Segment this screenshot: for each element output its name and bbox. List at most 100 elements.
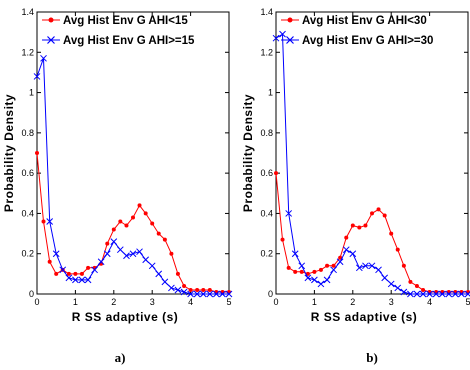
data-point-x [155, 270, 163, 278]
data-point-x [40, 54, 47, 62]
panel-caption: a) [115, 350, 126, 365]
data-point-x [362, 262, 369, 270]
data-point-x [136, 248, 143, 256]
x-tick-label: 0 [273, 297, 278, 307]
x-tick-label: 1 [73, 297, 78, 307]
x-tick-label: 4 [427, 297, 432, 307]
y-tick-label: 0.8 [21, 128, 34, 138]
data-point-x [311, 276, 318, 284]
data-point-dot [312, 269, 317, 274]
x-axis-label: R SS adaptive (s) [311, 310, 418, 324]
data-point-dot [124, 223, 129, 228]
legend-label: Avg Hist Env G AHI<30 [302, 15, 427, 27]
data-point-dot [363, 223, 368, 228]
data-point-dot [280, 237, 285, 242]
data-point-dot [79, 271, 84, 276]
y-axis-label: Probability Density [2, 94, 16, 212]
data-point-dot [118, 219, 123, 224]
data-point-dot [293, 269, 298, 274]
data-point-x [285, 210, 293, 217]
data-point-dot [41, 219, 46, 224]
data-point-dot [175, 271, 180, 276]
data-point-dot [318, 267, 323, 272]
legend-marker-x [47, 36, 55, 44]
y-tick-label: 0.6 [21, 168, 34, 178]
y-tick-label: 1.2 [260, 47, 273, 57]
data-point-x [381, 274, 389, 282]
data-point-dot [150, 221, 155, 226]
data-point-x [72, 276, 79, 284]
data-point-dot [421, 287, 426, 292]
legend-label: Avg Hist Env G AHI>=30 [302, 35, 433, 47]
data-point-x [432, 290, 440, 298]
data-point-x [349, 250, 357, 258]
data-point-x [279, 30, 286, 38]
y-tick-label: 1 [268, 88, 273, 98]
y-tick-label: 0.8 [260, 128, 273, 138]
y-tick-label: 0.2 [21, 249, 34, 259]
data-point-dot [344, 235, 349, 240]
data-point-dot [299, 269, 304, 274]
data-point-x [317, 280, 325, 288]
series-line-0 [36, 152, 229, 293]
data-point-x [400, 288, 408, 296]
data-point-x [116, 246, 124, 254]
data-point-x [336, 258, 344, 266]
data-point-x [330, 266, 337, 274]
data-point-dot [389, 231, 394, 236]
data-point-dot [325, 263, 330, 268]
data-point-dot [143, 211, 148, 216]
data-point-dot [35, 151, 39, 155]
data-point-x [451, 290, 459, 298]
data-point-dot [286, 265, 291, 270]
data-point-x [142, 256, 150, 264]
data-point-dot [201, 287, 206, 292]
data-point-x [123, 252, 130, 260]
x-tick-label: 0 [34, 297, 39, 307]
data-point-x [84, 276, 92, 284]
data-point-x [52, 250, 60, 258]
data-point-dot [105, 241, 110, 246]
y-tick-label: 0.6 [260, 168, 273, 178]
data-point-x [464, 290, 470, 298]
chart-panel-b: 0 0.2 0.4 0.6 0.8 1 1.2 1.4 0 1 2 3 4 5 R SS adaptive … [241, 7, 470, 365]
x-tick-label: 2 [350, 297, 355, 307]
data-point-x [458, 290, 465, 298]
data-point-x [272, 34, 280, 42]
data-point-x [174, 286, 182, 294]
legend-label: Avg Hist Env G AHI<15 [63, 15, 188, 27]
plot-frame [36, 11, 230, 295]
data-point-x [103, 250, 111, 258]
data-point-x [91, 266, 98, 274]
data-point-dot [207, 287, 212, 292]
data-point-x [323, 276, 331, 284]
data-point-dot [357, 225, 362, 230]
data-point-x [304, 274, 312, 282]
data-point-x [387, 280, 395, 288]
y-tick-label: 0.4 [260, 208, 273, 218]
panel-caption: b) [366, 350, 378, 365]
data-point-x [33, 73, 41, 80]
data-point-dot [66, 271, 71, 276]
series-line-1 [275, 33, 468, 295]
data-point-x [193, 290, 201, 298]
data-point-dot [188, 287, 193, 292]
x-tick-label: 2 [111, 297, 116, 307]
data-point-dot [382, 213, 387, 218]
data-point-dot [376, 207, 381, 212]
chart-panel-a: 0 0.2 0.4 0.6 0.8 1 1.2 1.4 0 1 2 3 4 5 R SS adaptive … [2, 7, 233, 365]
data-point-dot [331, 263, 336, 268]
legend-marker-dot [48, 17, 54, 23]
data-point-x [298, 262, 306, 270]
data-point-dot [131, 215, 135, 220]
series-line-0 [275, 173, 468, 293]
x-tick-label: 3 [150, 297, 155, 307]
y-tick-label: 1 [29, 88, 34, 98]
data-point-dot [274, 171, 278, 176]
data-point-x [394, 284, 402, 292]
data-point-x [375, 266, 382, 274]
data-point-dot [408, 279, 413, 284]
y-tick-label: 1.4 [260, 7, 273, 17]
data-point-x [110, 238, 118, 245]
